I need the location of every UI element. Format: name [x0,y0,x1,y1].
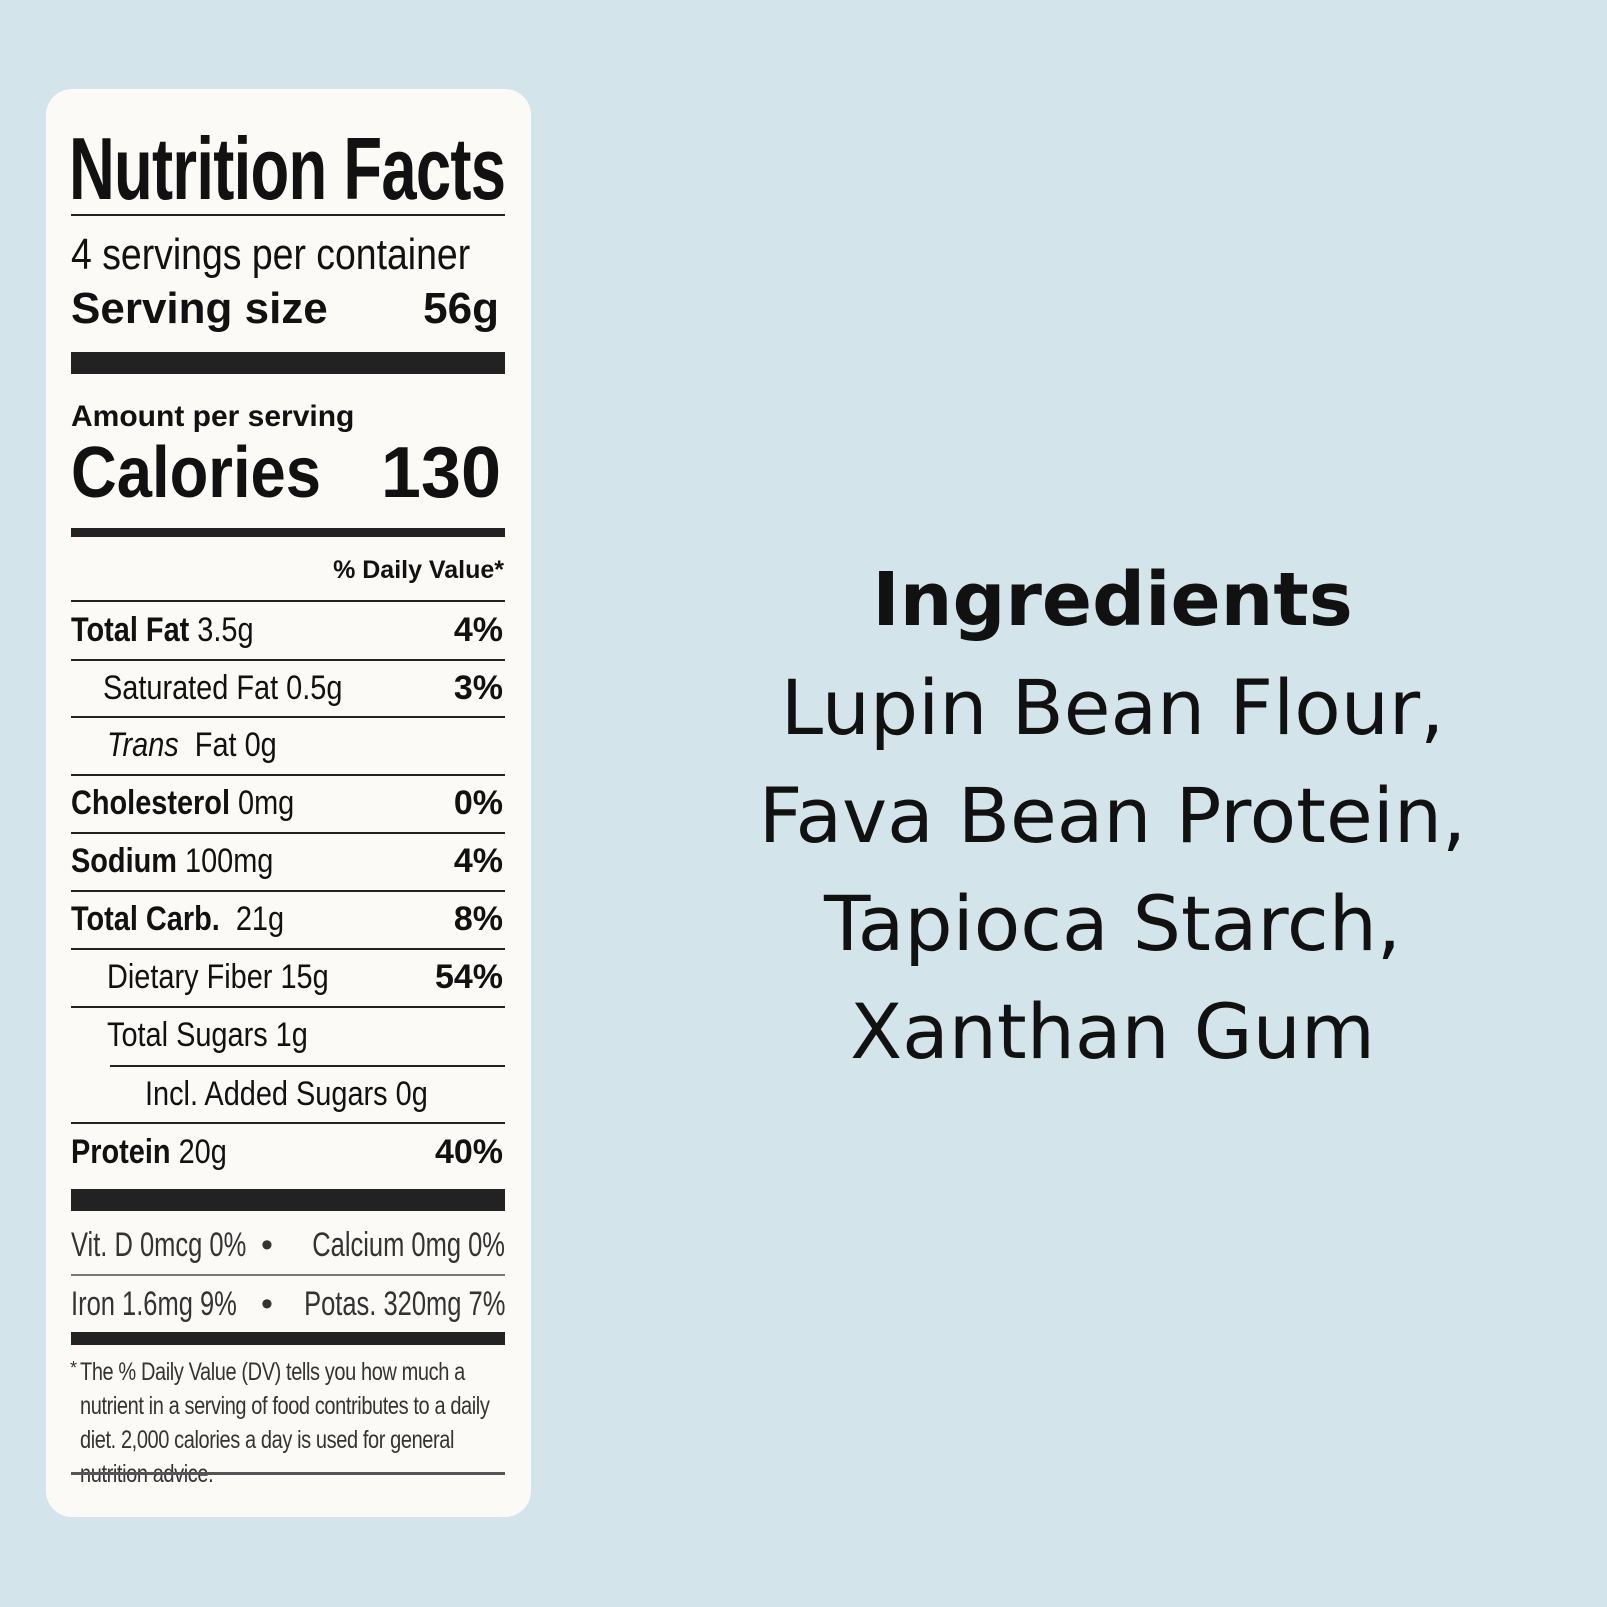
calories-value: 130 [380,433,501,513]
nutrient-row-cholesterol: Cholesterol 0mg 0% [71,784,503,822]
nutrition-title: Nutrition Facts [69,119,506,218]
nutrient-row-added-sugars: Incl. Added Sugars 0g [145,1075,428,1113]
nutrient-row-total-fat: Total Fat 3.5g 4% [71,611,503,649]
vitamin-row-2: Iron 1.6mg 9% • Potas. 320mg 7% [71,1285,505,1323]
calories-label: Calories [71,433,322,513]
ingredients-title: Ingredients [872,557,1353,643]
nutrient-row-sodium: Sodium 100mg 4% [71,842,503,880]
ingredient-line: Lupin Bean Flour, [780,663,1445,752]
nutrient-row-protein: Protein 20g 40% [71,1133,503,1171]
nutrient-row-dietary-fiber: Dietary Fiber 15g 54% [107,958,503,996]
vitamin-row-1: Vit. D 0mcg 0% • Calcium 0mg 0% [71,1226,505,1264]
nutrient-row-saturated-fat: Saturated Fat 0.5g 3% [103,669,503,707]
footnote: The % Daily Value (DV) tells you how muc… [80,1358,490,1488]
nutrient-row-total-sugars: Total Sugars 1g [107,1016,308,1054]
amount-per-serving: Amount per serving [71,400,355,433]
nutrient-row-trans-fat: Trans Fat 0g [107,726,277,764]
ingredient-line: Tapioca Starch, [823,879,1402,968]
nutrient-row-total-carb: Total Carb. 21g 8% [71,900,503,938]
daily-value-header: % Daily Value* [333,556,504,584]
serving-size-value: 56g [423,284,499,333]
serving-size-label: Serving size [71,284,328,333]
nutrition-facts-card [46,89,531,1517]
ingredient-line: Fava Bean Protein, [758,771,1467,860]
ingredient-line: Xanthan Gum [850,987,1375,1076]
footnote-mark: * [70,1358,78,1378]
servings-per-container: 4 servings per container [71,230,471,279]
